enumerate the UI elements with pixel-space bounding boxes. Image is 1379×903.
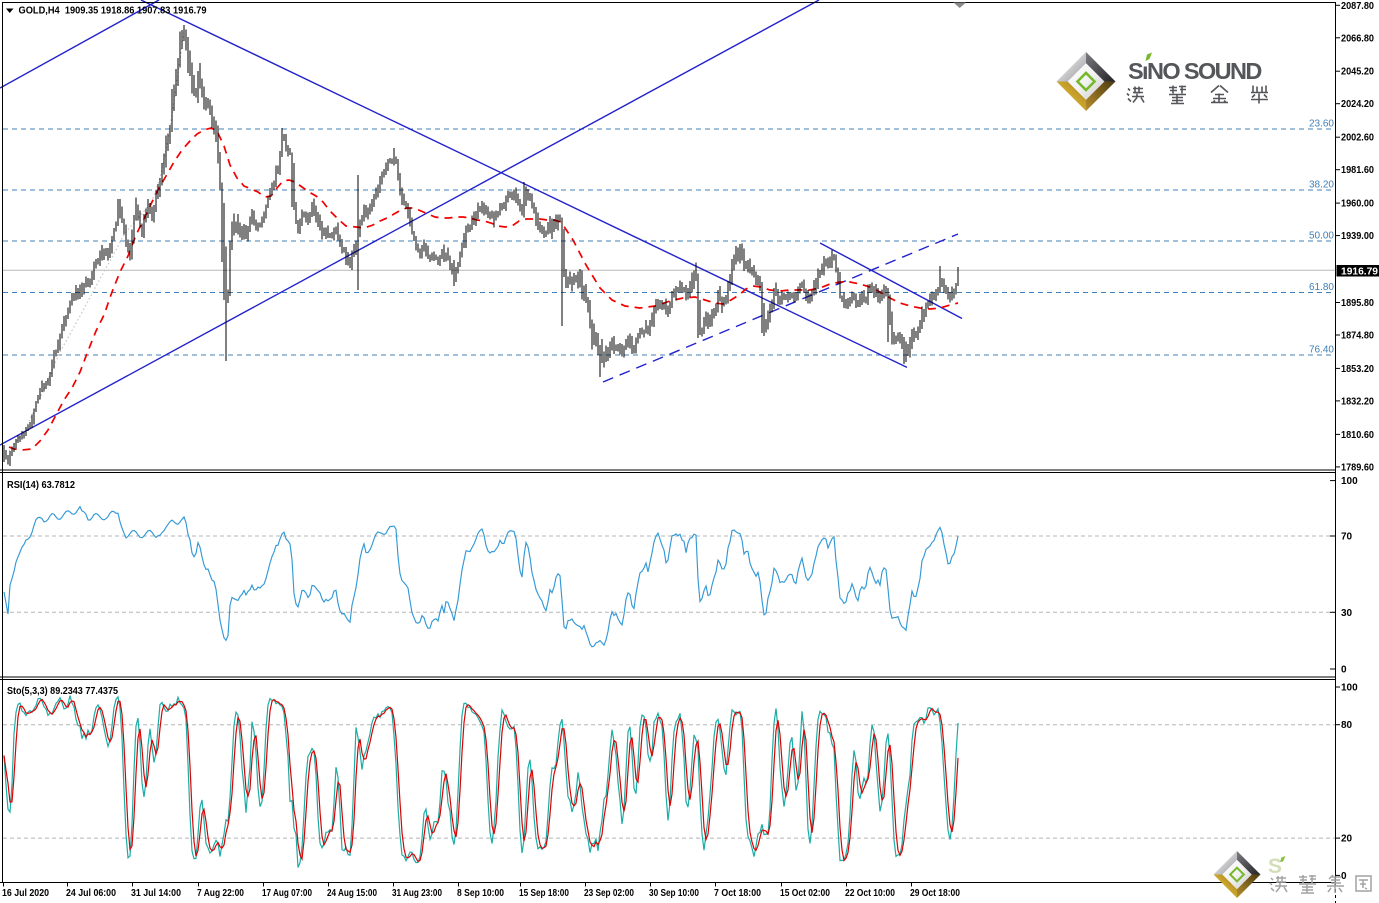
svg-text:50.00: 50.00 [1309, 231, 1334, 242]
svg-text:70: 70 [1341, 532, 1353, 543]
svg-text:16 Jul 2020: 16 Jul 2020 [2, 887, 49, 899]
svg-text:23 Sep 02:00: 23 Sep 02:00 [584, 887, 634, 899]
svg-text:24 Jul 06:00: 24 Jul 06:00 [66, 887, 116, 899]
svg-text:20: 20 [1341, 834, 1353, 845]
svg-text:2045.20: 2045.20 [1341, 67, 1374, 78]
svg-text:100: 100 [1341, 476, 1358, 487]
svg-text:0: 0 [1341, 871, 1347, 882]
svg-text:2024.20: 2024.20 [1341, 99, 1374, 110]
svg-text:29 Oct 18:00: 29 Oct 18:00 [910, 887, 960, 899]
svg-text:Sto(5,3,3) 89.2343 77.4375: Sto(5,3,3) 89.2343 77.4375 [7, 685, 118, 697]
svg-text:15 Oct 02:00: 15 Oct 02:00 [780, 887, 830, 899]
svg-text:1832.20: 1832.20 [1341, 396, 1374, 407]
svg-text:1981.60: 1981.60 [1341, 165, 1374, 176]
svg-text:RSI(14) 63.7812: RSI(14) 63.7812 [7, 479, 75, 491]
svg-text:23.60: 23.60 [1309, 119, 1334, 130]
svg-text:1853.20: 1853.20 [1341, 364, 1374, 375]
svg-text:1939.00: 1939.00 [1341, 231, 1374, 242]
svg-text:S: S [1268, 855, 1282, 878]
svg-text:30 Sep 10:00: 30 Sep 10:00 [649, 887, 699, 899]
svg-text:1895.80: 1895.80 [1341, 298, 1374, 309]
svg-text:24 Aug 15:00: 24 Aug 15:00 [327, 887, 377, 899]
svg-text:31 Aug 23:00: 31 Aug 23:00 [392, 887, 442, 899]
svg-text:61.80: 61.80 [1309, 282, 1334, 293]
svg-text:7 Oct 18:00: 7 Oct 18:00 [714, 887, 761, 899]
svg-text:8 Sep 10:00: 8 Sep 10:00 [457, 887, 504, 899]
svg-text:80: 80 [1341, 720, 1353, 731]
svg-text:31 Jul 14:00: 31 Jul 14:00 [131, 887, 181, 899]
svg-text:1916.79: 1916.79 [1341, 266, 1378, 277]
svg-text:1810.60: 1810.60 [1341, 430, 1374, 441]
svg-text:76.40: 76.40 [1309, 345, 1334, 356]
svg-text:2087.80: 2087.80 [1341, 1, 1374, 12]
svg-text:30: 30 [1341, 608, 1353, 619]
svg-text:0: 0 [1341, 665, 1347, 676]
svg-text:GOLD,H4 1909.35 1918.86 1907.: GOLD,H4 1909.35 1918.86 1907.83 1916.79 [19, 4, 207, 16]
svg-text:1874.80: 1874.80 [1341, 331, 1374, 342]
svg-text:17 Aug 07:00: 17 Aug 07:00 [262, 887, 312, 899]
svg-text:1960.00: 1960.00 [1341, 199, 1374, 210]
svg-text:2066.80: 2066.80 [1341, 33, 1374, 44]
svg-text:38.20: 38.20 [1309, 180, 1334, 191]
svg-text:SıNO SOUND: SıNO SOUND [1128, 58, 1262, 84]
svg-text:15 Sep 18:00: 15 Sep 18:00 [519, 887, 569, 899]
svg-text:1789.60: 1789.60 [1341, 462, 1374, 473]
svg-text:7 Aug 22:00: 7 Aug 22:00 [197, 887, 244, 899]
svg-text:100: 100 [1341, 683, 1358, 694]
svg-text:22 Oct 10:00: 22 Oct 10:00 [845, 887, 895, 899]
svg-text:2002.60: 2002.60 [1341, 133, 1374, 144]
